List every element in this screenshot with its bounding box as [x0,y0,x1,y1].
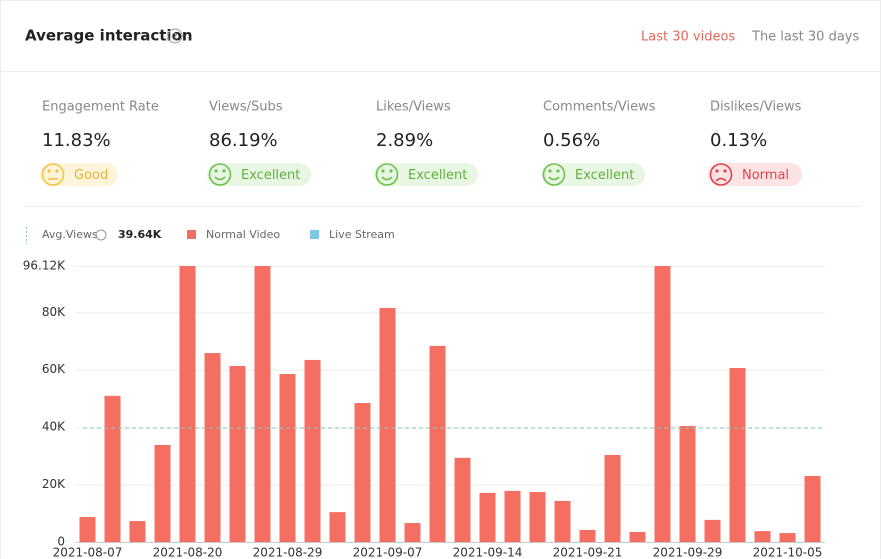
metric-label: Likes/Views [376,100,451,115]
bar [604,454,621,542]
badge [708,163,802,186]
legend-avg: Avg.Views [42,228,98,241]
bar [379,307,396,542]
bar [454,457,471,542]
x-tick-label: 2021-09-14 [453,546,523,559]
face-icon [542,163,566,186]
legend: Normal Video Live Stream [187,228,395,241]
metric-value: 11.83% [42,130,111,151]
x-tick-label: 2021-08-20 [153,546,223,559]
tab-active[interactable]: Last 30 videos [641,30,735,45]
badge-text: Excellent [575,168,634,183]
badge-text: Excellent [408,168,467,183]
face-icon [41,163,65,186]
bar [479,492,496,542]
bar [529,492,546,542]
badge [40,163,118,186]
bar [629,531,646,542]
bar [204,353,221,542]
badge [374,163,478,186]
y-tick-label: 96.12K [23,259,66,273]
badge-text: Good [74,168,108,183]
bar [154,444,171,542]
bar [179,266,196,542]
bar [779,533,796,542]
y-tick-label: 40K [42,420,66,434]
metric-value: 0.56% [543,130,600,151]
legend-label: Live Stream [329,228,395,241]
face-icon [709,163,733,186]
bar [429,345,446,542]
bar [104,395,121,542]
metric: Likes/Views 2.89% Excellent [374,100,478,186]
bar [354,403,371,542]
title: Average interaction [25,27,193,45]
bar [329,512,346,542]
metric-label: Dislikes/Views [710,100,802,115]
legend-label: Normal Video [206,228,280,241]
help-icon [95,229,107,241]
x-tick-label: 2021-08-07 [53,546,123,559]
metric-value: 86.19% [209,130,278,151]
legend-swatch [310,230,319,239]
legend-swatch [187,230,196,239]
tab[interactable]: The last 30 days [751,30,859,45]
x-tick-label: 2021-10-05 [753,546,823,559]
y-tick-label: 80K [42,305,66,319]
metric: Views/Subs 86.19% Excellent [207,100,311,186]
badge-text: Normal [742,168,789,183]
bar [129,521,146,542]
badge [541,163,645,186]
bar [654,266,671,542]
bar [404,523,421,542]
bar [729,367,746,542]
face-icon [208,163,232,186]
x-tick-label: 2021-09-29 [653,546,723,559]
bar [254,266,271,542]
metric-value: 2.89% [376,130,433,151]
metric: Dislikes/Views 0.13% Normal [708,100,802,186]
x-tick-label: 2021-09-07 [353,546,423,559]
help-icon[interactable]: ? [167,28,183,44]
metric: Engagement Rate 11.83% Good [40,100,159,186]
bar [79,517,96,542]
y-tick-label: 60K [42,362,66,376]
badge [207,163,311,186]
bar [754,531,771,542]
svg-text:?: ? [172,32,177,43]
metric-label: Views/Subs [209,100,283,115]
y-tick-label: 20K [42,477,66,491]
metric: Comments/Views 0.56% Excellent [541,100,656,186]
face-icon [375,163,399,186]
bar [579,529,596,542]
y-tick-label: 0 [57,535,65,549]
bar [304,359,321,542]
bar [804,475,821,542]
badge-text: Excellent [241,168,300,183]
bar [229,365,246,542]
bar [704,519,721,542]
plot: 0 20K 40K 60K 80K 96.12K 2021-08-07 2021-08-20 2… [23,259,825,559]
metric-value: 0.13% [710,130,767,151]
x-tick-label: 2021-09-21 [553,546,623,559]
metric-label: Comments/Views [543,100,656,115]
metric-label: Engagement Rate [42,100,159,115]
x-tick-label: 2021-08-29 [253,546,323,559]
bar [679,425,696,542]
bar [554,500,571,542]
bar [504,490,521,542]
bar [279,374,296,542]
avg-value: 39.64K [118,228,162,241]
